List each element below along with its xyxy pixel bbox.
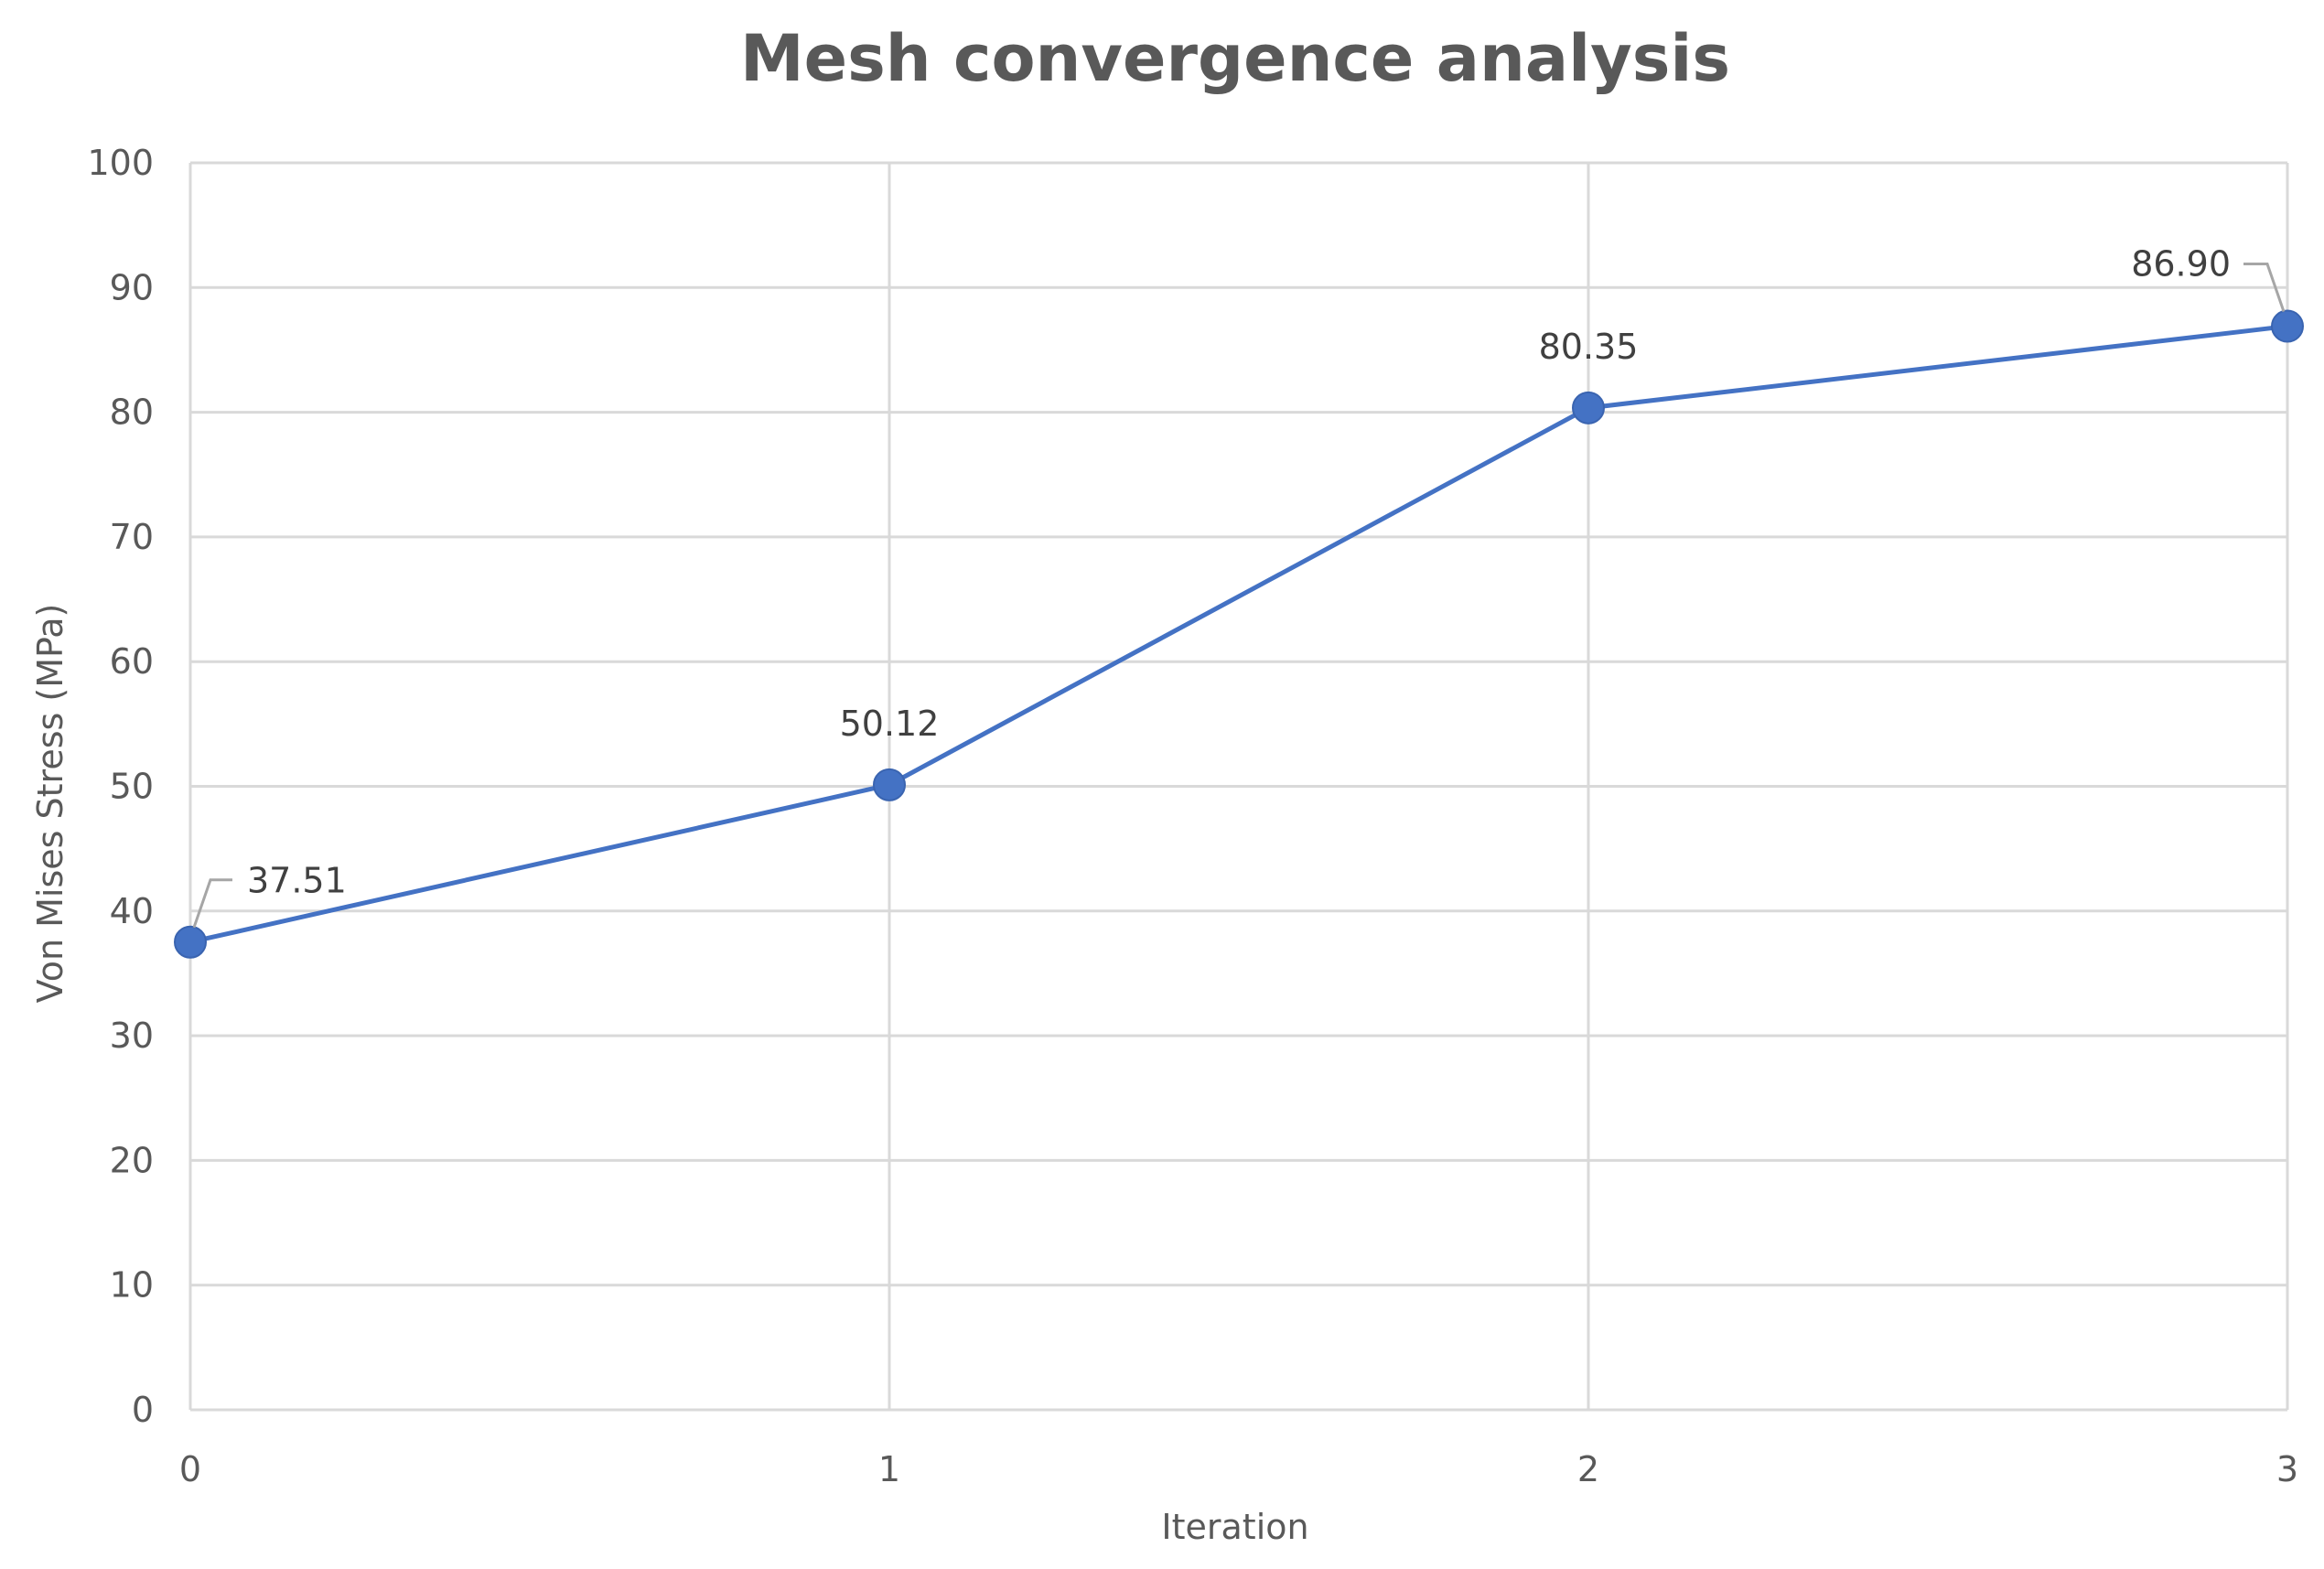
y-tick-label: 0: [132, 1390, 154, 1430]
data-series: [174, 309, 2304, 959]
data-label: 50.12: [840, 704, 940, 744]
x-tick-label: 0: [179, 1449, 201, 1489]
series-line: [189, 324, 2288, 945]
y-tick-label: 20: [110, 1140, 154, 1180]
data-label: 86.90: [2131, 244, 2231, 285]
data-point: [1572, 391, 1605, 424]
y-tick-label: 70: [110, 517, 154, 557]
x-tick-label: 3: [2276, 1449, 2298, 1489]
y-tick-label: 40: [110, 891, 154, 931]
data-label-leader: [2243, 263, 2286, 313]
y-axis-ticks: 0 10 20 30 40 50 60 70 80 90 100: [87, 143, 154, 1430]
x-axis-ticks: 0 1 2 3: [179, 1449, 2298, 1489]
data-point: [2271, 309, 2304, 343]
y-axis-label: Von Mises Stress (MPa): [30, 604, 70, 1004]
grid: [188, 161, 2289, 1412]
data-labels: 37.51 50.12 80.35 86.90: [192, 244, 2286, 929]
y-tick-label: 30: [110, 1016, 154, 1056]
x-tick-label: 2: [1577, 1449, 1599, 1489]
y-tick-label: 90: [110, 267, 154, 307]
x-tick-label: 1: [878, 1449, 900, 1489]
y-tick-label: 60: [110, 641, 154, 682]
y-tick-label: 80: [110, 392, 154, 433]
data-label-leader: [192, 878, 232, 929]
chart-title: Mesh convergence analysis: [740, 21, 1730, 96]
data-point: [873, 768, 906, 801]
y-tick-label: 50: [110, 767, 154, 807]
data-label: 80.35: [1539, 327, 1639, 367]
y-tick-label: 100: [87, 143, 154, 183]
data-label: 37.51: [247, 861, 347, 901]
x-axis-label: Iteration: [1161, 1507, 1308, 1547]
y-tick-label: 10: [110, 1265, 154, 1306]
data-point: [174, 925, 207, 959]
